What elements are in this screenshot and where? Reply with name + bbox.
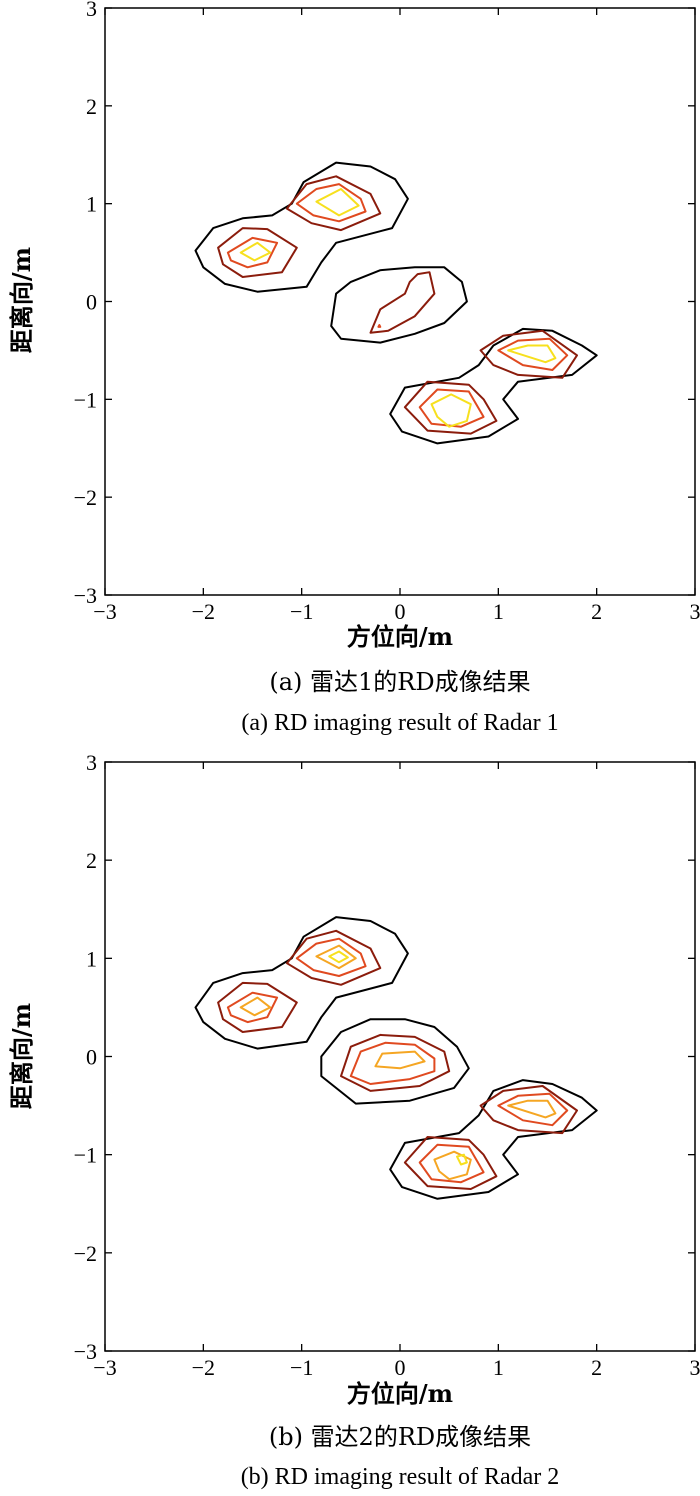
x-tick-label: 2 <box>591 1355 602 1380</box>
y-tick-label: −3 <box>74 583 97 608</box>
contour-level-4 <box>507 1099 557 1119</box>
contour-level-1 <box>194 161 409 293</box>
y-tick-label: 2 <box>86 848 97 873</box>
caption-en: (b) RD imaging result of Radar 2 <box>241 1464 560 1490</box>
contour-level-2 <box>369 271 436 334</box>
x-tick-label: 1 <box>493 1355 504 1380</box>
contour-level-3 <box>497 337 569 371</box>
contour-level-2 <box>479 1085 578 1135</box>
plot-frame <box>104 7 696 596</box>
contour-level-2 <box>403 380 498 435</box>
y-tick-label: 3 <box>86 750 97 775</box>
contour-level-2 <box>340 1033 451 1092</box>
contour-level-1 <box>389 1079 598 1200</box>
contour-level-2 <box>217 227 298 278</box>
contour-level-1 <box>389 327 598 445</box>
contour-level-1 <box>320 1018 470 1105</box>
contour-level-3 <box>226 991 279 1024</box>
contour-level-2 <box>285 175 382 232</box>
x-tick-label: −2 <box>192 1355 215 1380</box>
contour-level-3 <box>497 1092 569 1127</box>
contour-level-2 <box>403 1136 498 1190</box>
y-tick-label: −1 <box>74 387 97 412</box>
contour-level-2 <box>479 329 578 379</box>
contour-lines <box>194 161 598 445</box>
plot-frame <box>104 761 696 1352</box>
x-tick-label: −1 <box>290 599 313 624</box>
contour-level-3 <box>349 1041 436 1085</box>
axis-ticks: −3 −2 −1 0 1 2 3 −3 −2 −1 0 1 2 3 <box>74 750 700 1380</box>
caption-en: (a) RD imaging result of Radar 1 <box>241 710 558 736</box>
contour-level-4 <box>315 188 360 217</box>
y-axis-label: 距离向/m <box>7 1003 36 1109</box>
contour-level-3 <box>295 937 367 977</box>
contour-level-4 <box>430 393 472 428</box>
y-tick-label: 2 <box>86 94 97 119</box>
contour-level-2 <box>285 929 382 986</box>
x-tick-label: 2 <box>591 599 602 624</box>
x-tick-label: 3 <box>690 599 700 624</box>
contour-level-2 <box>217 981 298 1033</box>
contour-lines <box>194 916 598 1200</box>
contour-level-3 <box>377 324 382 328</box>
panel-a: −3 −2 −1 0 1 2 3 −3 −2 −1 0 1 2 3 方位向/m 距离向/m (a) 雷达1… <box>7 0 700 736</box>
y-tick-label: −2 <box>74 485 97 510</box>
x-tick-label: −1 <box>290 1355 313 1380</box>
x-tick-label: 3 <box>690 1355 700 1380</box>
x-tick-label: 0 <box>395 1355 406 1380</box>
contour-level-4 <box>433 1150 472 1181</box>
x-tick-label: −3 <box>93 599 116 624</box>
y-tick-label: 0 <box>86 290 97 315</box>
y-tick-label: −3 <box>74 1339 97 1364</box>
contour-level-4 <box>315 944 357 970</box>
x-axis-label: 方位向/m <box>347 622 453 651</box>
y-tick-label: −1 <box>74 1143 97 1168</box>
contour-level-5 <box>456 1153 468 1166</box>
contour-level-1 <box>194 916 409 1050</box>
contour-level-3 <box>295 183 367 223</box>
y-tick-label: 1 <box>86 192 97 217</box>
contour-level-4 <box>239 996 272 1017</box>
caption-zh: (b) 雷达2的RD成像结果 <box>269 1423 531 1451</box>
y-tick-label: 0 <box>86 1045 97 1070</box>
x-tick-label: 0 <box>395 599 406 624</box>
x-tick-label: 1 <box>493 599 504 624</box>
x-tick-label: −2 <box>192 599 215 624</box>
y-tick-label: −2 <box>74 1241 97 1266</box>
contour-level-5 <box>328 950 349 964</box>
contour-level-4 <box>239 241 272 262</box>
contour-level-3 <box>418 388 485 428</box>
contour-level-4 <box>507 344 557 364</box>
contour-level-4 <box>374 1050 426 1070</box>
y-axis-label: 距离向/m <box>7 247 36 353</box>
x-tick-label: −3 <box>93 1355 116 1380</box>
panel-b: −3 −2 −1 0 1 2 3 −3 −2 −1 0 1 2 3 方位向/m 距离向/m (b) 雷达2… <box>7 750 700 1490</box>
contour-level-3 <box>418 1143 485 1184</box>
axis-ticks: −3 −2 −1 0 1 2 3 −3 −2 −1 0 1 2 3 <box>74 0 700 624</box>
x-axis-label: 方位向/m <box>347 1379 453 1408</box>
caption-zh: (a) 雷达1的RD成像结果 <box>269 668 530 696</box>
y-tick-label: 3 <box>86 0 97 21</box>
y-tick-label: 1 <box>86 946 97 971</box>
contour-level-1 <box>330 266 468 344</box>
contour-level-3 <box>226 236 279 269</box>
